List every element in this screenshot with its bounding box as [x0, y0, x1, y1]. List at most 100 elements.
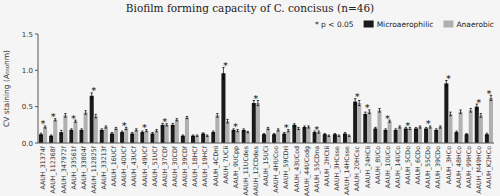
y-axis-line [38, 34, 39, 143]
bar [215, 115, 219, 143]
x-axis-line [38, 143, 494, 144]
x-tick-label: AAUH_14HCsse [343, 146, 351, 195]
y-tick-label: 0.0 [22, 140, 33, 148]
bar [475, 107, 479, 143]
x-tick-label: AAUH_20HCsc [353, 145, 361, 191]
bar [114, 128, 118, 143]
bar [448, 114, 452, 143]
x-tick-label: AAUH_2HCtii [323, 146, 331, 187]
error-bar [95, 114, 97, 118]
bar [292, 125, 296, 143]
error-bar [455, 131, 457, 133]
x-tick-label: AAUH_33213f [100, 145, 108, 189]
error-bar [186, 116, 188, 118]
error-bar [465, 134, 467, 135]
bar [323, 134, 327, 143]
bar [185, 118, 189, 143]
x-tick-label: AAUH_112368f [49, 145, 57, 193]
bar [459, 112, 463, 143]
bar [357, 103, 361, 143]
error-bar [435, 129, 437, 131]
y-tick-label: 1.5 [22, 31, 33, 39]
legend: * p < 0.05MicroaerophilicAnaerobic [315, 20, 494, 29]
error-bar [60, 130, 62, 134]
x-tick-label: AAUH_12CDdes [252, 146, 260, 196]
error-bar [115, 127, 117, 129]
bar [256, 103, 260, 143]
bar [296, 128, 300, 143]
bar [53, 120, 57, 143]
error-bar [273, 134, 275, 135]
x-tick-label: AAUH_51UCf [151, 145, 159, 186]
x-tick-label: AAUH_347972f [60, 145, 68, 193]
error-bar [111, 132, 113, 134]
bar [337, 136, 341, 143]
error-bar [384, 129, 386, 131]
annotation: * [162, 117, 167, 127]
error-bar [226, 119, 228, 123]
annotation: * [385, 114, 390, 124]
bar [262, 134, 266, 143]
error-bar [101, 129, 103, 131]
bar [424, 128, 428, 143]
annotation: * [233, 122, 238, 132]
legend-swatch [364, 21, 374, 28]
bar [438, 127, 442, 143]
error-bar [131, 132, 133, 134]
bar [414, 128, 418, 143]
bar [252, 103, 256, 143]
x-tick-label: AAUH_99HCo [465, 146, 473, 188]
annotation: * [477, 98, 482, 108]
bar [377, 110, 381, 143]
bar [367, 112, 371, 143]
x-tick-label: AAUH_55CDna [313, 146, 321, 193]
bar [276, 130, 280, 143]
x-tick-label: AAUH_39CDf [181, 145, 189, 187]
annotation: * [355, 92, 360, 102]
x-tick-label: AAUH_43UCod [293, 146, 301, 192]
error-bar [307, 126, 309, 128]
error-bar [135, 129, 137, 131]
error-bar [196, 135, 198, 136]
bar [444, 83, 448, 143]
error-bar [50, 135, 52, 136]
bar [242, 130, 246, 143]
bar [469, 110, 473, 143]
annotation: * [446, 74, 451, 84]
bar [171, 125, 175, 143]
bar [211, 132, 215, 143]
annotation: * [223, 61, 228, 71]
bar [120, 132, 124, 143]
x-tick-label: AAUH_48HCo [455, 146, 463, 188]
error-bar [486, 133, 488, 135]
bar [80, 130, 84, 143]
annotation: * [71, 114, 76, 124]
x-tick-label: AAUH_15UCi [262, 146, 270, 186]
error-bar [155, 130, 157, 132]
error-bar [151, 132, 153, 134]
bar [63, 115, 67, 143]
error-bar [40, 133, 42, 135]
error-bar [243, 129, 245, 131]
legend-swatch [443, 21, 453, 28]
error-bar [395, 129, 397, 131]
bar [90, 96, 94, 143]
x-tick-label: AAUH_8UCo [374, 146, 382, 184]
x-tick-label: AAUH_19HCf [201, 145, 209, 186]
error-bar [84, 111, 86, 115]
bars [39, 67, 493, 143]
bar [246, 132, 250, 143]
annotation: * [314, 125, 319, 135]
annotation: * [122, 121, 127, 131]
bar [302, 127, 306, 143]
bar [434, 130, 438, 143]
error-bar [344, 132, 346, 134]
error-bar [378, 108, 380, 112]
x-tick-label: AAUH_11UCdes [242, 146, 250, 195]
error-bar [277, 129, 279, 131]
error-bar [303, 126, 305, 128]
error-bar [338, 135, 340, 136]
x-tick-label: AAUH_18HCf [191, 145, 199, 186]
bar [266, 128, 270, 143]
error-bar [247, 131, 249, 132]
